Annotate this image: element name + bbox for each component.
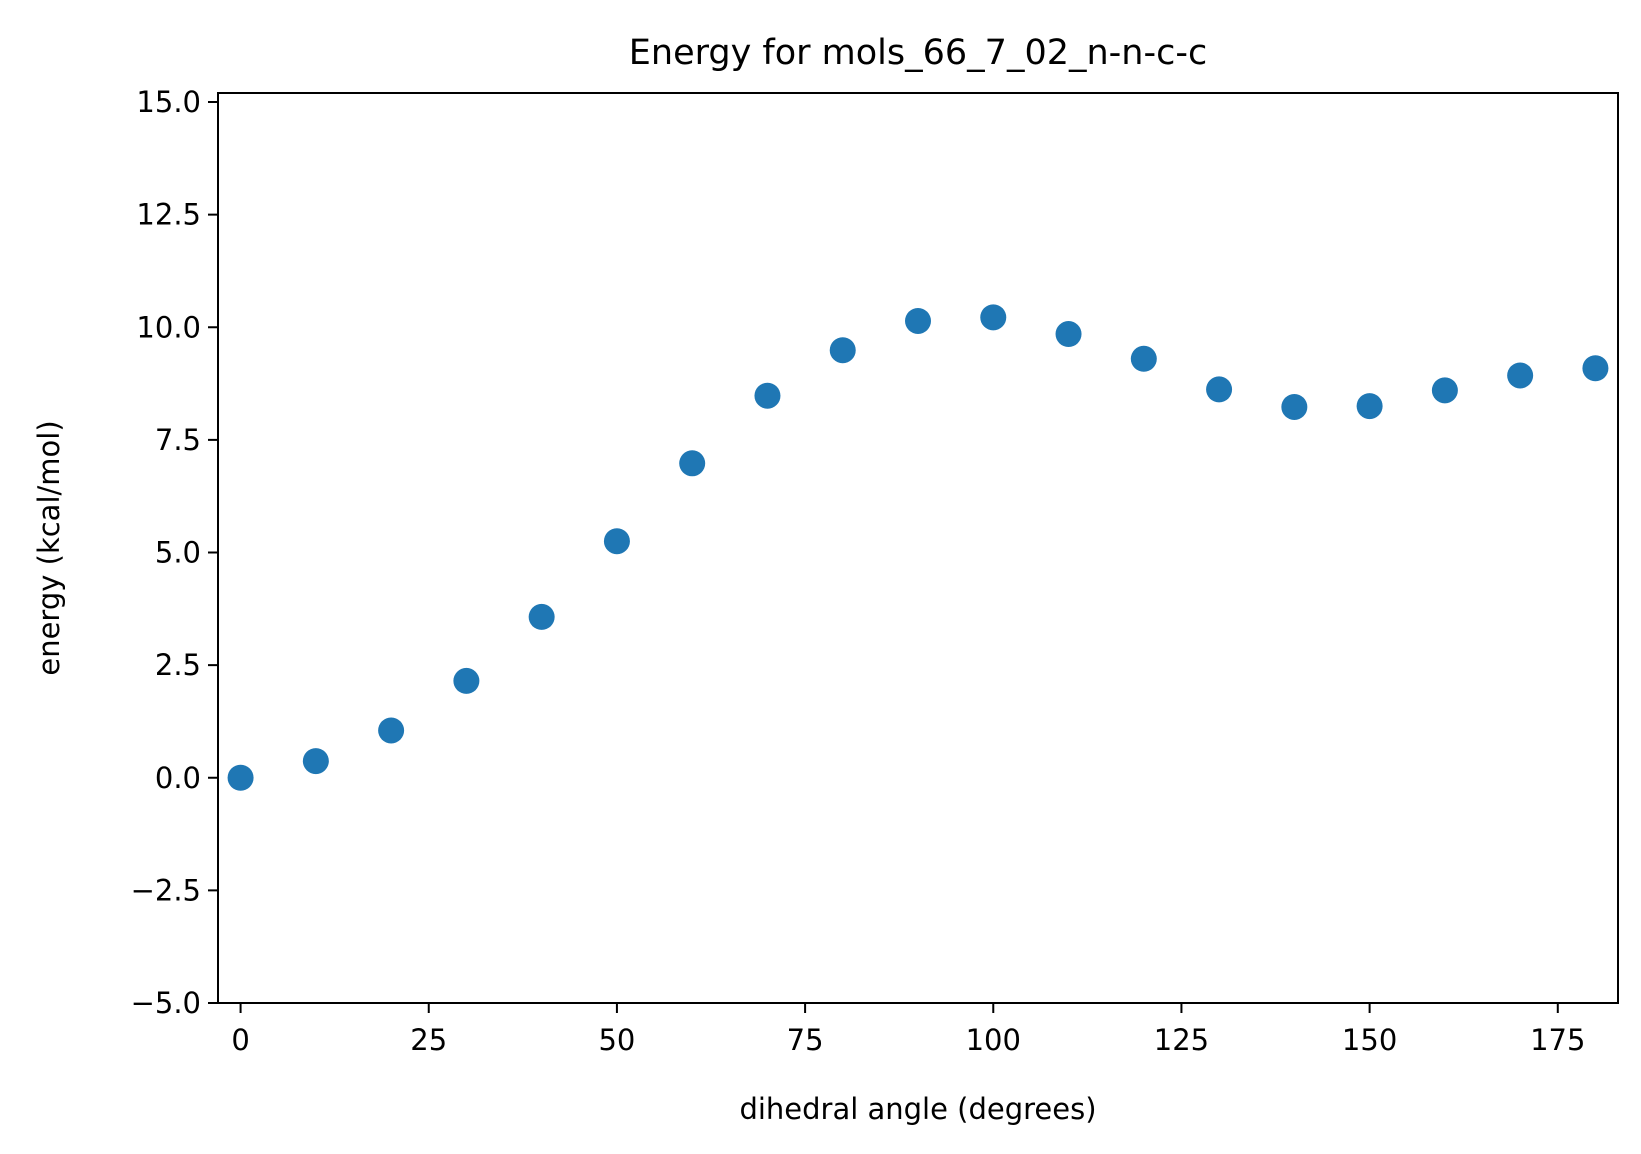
data-point <box>378 717 405 744</box>
data-point <box>980 304 1007 331</box>
x-tick-label: 25 <box>410 1023 447 1057</box>
x-axis-ticks: 0 25 50 75 100 125 150 175 <box>231 1003 1585 1057</box>
data-point <box>1055 321 1082 348</box>
y-tick-label: 0.0 <box>155 761 201 795</box>
y-tick-label: −5.0 <box>131 986 201 1020</box>
data-point <box>1206 376 1233 403</box>
data-point <box>1582 355 1609 382</box>
y-tick-label: 10.0 <box>136 310 201 344</box>
x-tick-label: 175 <box>1530 1023 1585 1057</box>
data-point <box>227 764 254 791</box>
data-point <box>1431 377 1458 404</box>
chart-title: Energy for mols_66_7_02_n-n-c-c <box>629 33 1207 73</box>
data-points <box>227 304 1609 791</box>
data-point <box>1281 393 1308 420</box>
y-tick-label: 5.0 <box>155 536 201 570</box>
data-point <box>754 382 781 409</box>
y-axis-label: energy (kcal/mol) <box>32 420 66 675</box>
y-axis-ticks: −5.0 −2.5 0.0 2.5 5.0 7.5 10.0 12.5 15.0 <box>131 85 218 1020</box>
plot-area-background <box>218 93 1618 1003</box>
data-point <box>1507 362 1534 389</box>
x-tick-label: 50 <box>598 1023 635 1057</box>
x-tick-label: 0 <box>231 1023 249 1057</box>
data-point <box>829 337 856 364</box>
data-point <box>1356 393 1383 420</box>
data-point <box>679 450 706 477</box>
data-point <box>453 667 480 694</box>
data-point <box>1130 345 1157 372</box>
data-point <box>603 528 630 555</box>
plot-frame <box>217 92 1619 1004</box>
x-tick-label: 100 <box>966 1023 1021 1057</box>
y-tick-label: 15.0 <box>136 85 201 119</box>
x-tick-label: 75 <box>787 1023 824 1057</box>
x-axis-label: dihedral angle (degrees) <box>739 1092 1096 1126</box>
data-point <box>905 307 931 334</box>
y-tick-label: 2.5 <box>155 648 201 682</box>
y-tick-label: 12.5 <box>136 198 201 232</box>
y-tick-label: −2.5 <box>131 873 201 907</box>
x-tick-label: 150 <box>1342 1023 1397 1057</box>
x-tick-label: 125 <box>1154 1023 1209 1057</box>
data-point <box>302 748 329 775</box>
y-tick-label: 7.5 <box>155 423 201 457</box>
data-point <box>528 603 555 630</box>
